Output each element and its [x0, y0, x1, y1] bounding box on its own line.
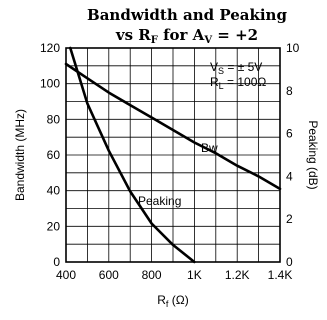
title-line2-prefix-sub: F — [151, 35, 158, 46]
x-axis-label-main: R — [157, 293, 166, 307]
series-line-peaking — [69, 46, 196, 264]
condition-vs-rest: = ± 5V — [224, 60, 262, 74]
chart-title-line2: vs RF for AV = +2 — [115, 26, 258, 46]
tick-labels: 400 600 800 1K 1.2K 1.4K020406080100120024681… — [40, 41, 300, 282]
y-axis-right-label: Peaking (dB) — [306, 120, 320, 189]
y-left-tick-label: 0 — [53, 255, 60, 269]
series-lines — [64, 46, 282, 264]
y-left-tick-label: 40 — [47, 184, 61, 198]
grid — [66, 48, 280, 262]
condition-rl-rest: = 100Ω — [224, 75, 267, 89]
y-axis-left-label: Bandwidth (MHz) — [13, 109, 27, 201]
series-label-bw: Bw — [201, 141, 218, 155]
y-left-tick-label: 100 — [40, 77, 60, 91]
x-tick-label: 400 — [56, 268, 76, 282]
x-tick-label: 800 — [142, 268, 162, 282]
y-right-tick-label: 6 — [286, 127, 293, 141]
y-right-tick-label: 10 — [286, 41, 300, 55]
y-right-tick-label: 8 — [286, 84, 293, 98]
y-right-tick-label: 4 — [286, 169, 293, 183]
title-line2-middle: for A — [158, 26, 205, 44]
condition-vs-main: V — [210, 60, 218, 74]
x-axis-label-sub: f — [166, 299, 169, 309]
conditions-annotation: VS = ± 5V RL = 100Ω — [210, 60, 266, 91]
title-line2-middle-sub: V — [203, 35, 212, 46]
title-line2-prefix: vs R — [115, 26, 151, 44]
plot-frame — [65, 47, 281, 263]
condition-rl-main: R — [210, 75, 219, 89]
y-left-tick-label: 60 — [47, 148, 61, 162]
y-left-tick-label: 120 — [40, 41, 60, 55]
series-label-peaking: Peaking — [138, 194, 181, 208]
x-tick-label: 600 — [99, 268, 119, 282]
x-tick-label: 1.2K — [225, 268, 250, 282]
chart-title-line1: Bandwidth and Peaking — [87, 6, 287, 24]
series-line-bw — [64, 62, 282, 191]
x-tick-label: 1K — [187, 268, 202, 282]
condition-rl: RL = 100Ω — [210, 75, 266, 91]
y-right-tick-label: 0 — [286, 255, 293, 269]
x-tick-label: 1.4K — [268, 268, 293, 282]
x-axis-label: Rf (Ω) — [157, 293, 188, 309]
y-left-tick-label: 20 — [47, 219, 61, 233]
x-axis-label-unit: (Ω) — [168, 293, 188, 307]
title-line2-suffix: = +2 — [212, 26, 258, 44]
y-left-tick-label: 80 — [47, 112, 61, 126]
condition-vs-sub: S — [218, 66, 224, 76]
y-right-tick-label: 2 — [286, 212, 293, 226]
condition-vs: VS = ± 5V — [210, 60, 262, 76]
condition-rl-sub: L — [219, 81, 224, 91]
